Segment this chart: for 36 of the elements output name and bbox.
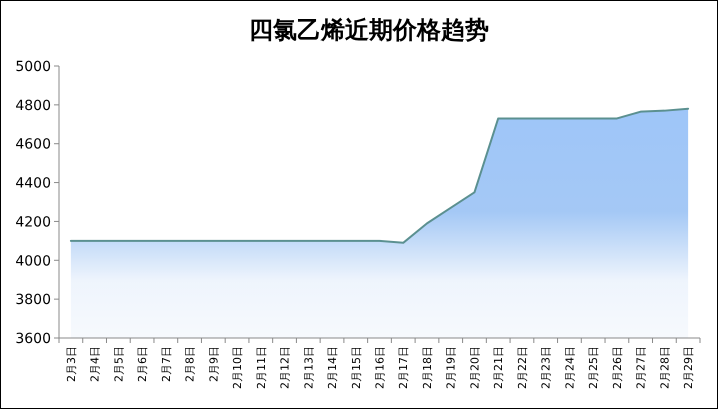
x-tick-label: 2月9日	[207, 346, 220, 382]
x-tick-label: 2月21日	[492, 346, 506, 389]
x-tick-label: 2月22日	[516, 346, 529, 389]
chart-title: 四氯乙烯近期价格趋势	[249, 16, 489, 44]
y-tick-label: 4400	[15, 176, 51, 192]
x-tick-label: 2月12日	[278, 346, 292, 389]
x-tick-label: 2月14日	[326, 346, 340, 389]
x-tick-label: 2月4日	[88, 346, 102, 382]
y-tick-label: 3600	[15, 331, 51, 347]
x-tick-label: 2月17日	[397, 346, 410, 389]
x-tick-label: 2月25日	[587, 346, 600, 389]
y-tick-label: 4800	[15, 98, 51, 114]
x-tick-label: 2月29日	[682, 346, 696, 389]
x-tick-label: 2月13日	[302, 346, 316, 389]
x-tick-label: 2月3日	[64, 346, 78, 382]
x-tick-label: 2月26日	[610, 346, 624, 389]
y-tick-label: 4000	[15, 253, 51, 270]
y-tick-label: 4200	[15, 214, 51, 230]
x-tick-label: 2月6日	[136, 346, 150, 382]
x-tick-label: 2月19日	[444, 346, 458, 389]
x-tick-label: 2月11日	[254, 346, 268, 389]
x-tick-label: 2月16日	[374, 346, 386, 389]
x-tick-label: 2月23日	[540, 346, 553, 389]
x-tick-label: 2月28日	[658, 346, 672, 389]
x-tick-label: 2月18日	[420, 346, 434, 389]
x-tick-label: 2月24日	[563, 346, 576, 389]
y-tick-label: 3800	[15, 292, 51, 308]
x-tick-label: 2月15日	[350, 346, 363, 389]
x-tick-label: 2月10日	[231, 346, 244, 389]
x-tick-label: 2月7日	[160, 346, 173, 382]
x-tick-label: 2月5日	[112, 346, 126, 382]
x-tick-label: 2月8日	[184, 346, 197, 382]
y-tick-label: 4600	[15, 136, 51, 153]
x-tick-label: 2月20日	[468, 346, 482, 389]
y-tick-label: 5000	[15, 59, 51, 75]
x-tick-label: 2月27日	[634, 346, 648, 389]
